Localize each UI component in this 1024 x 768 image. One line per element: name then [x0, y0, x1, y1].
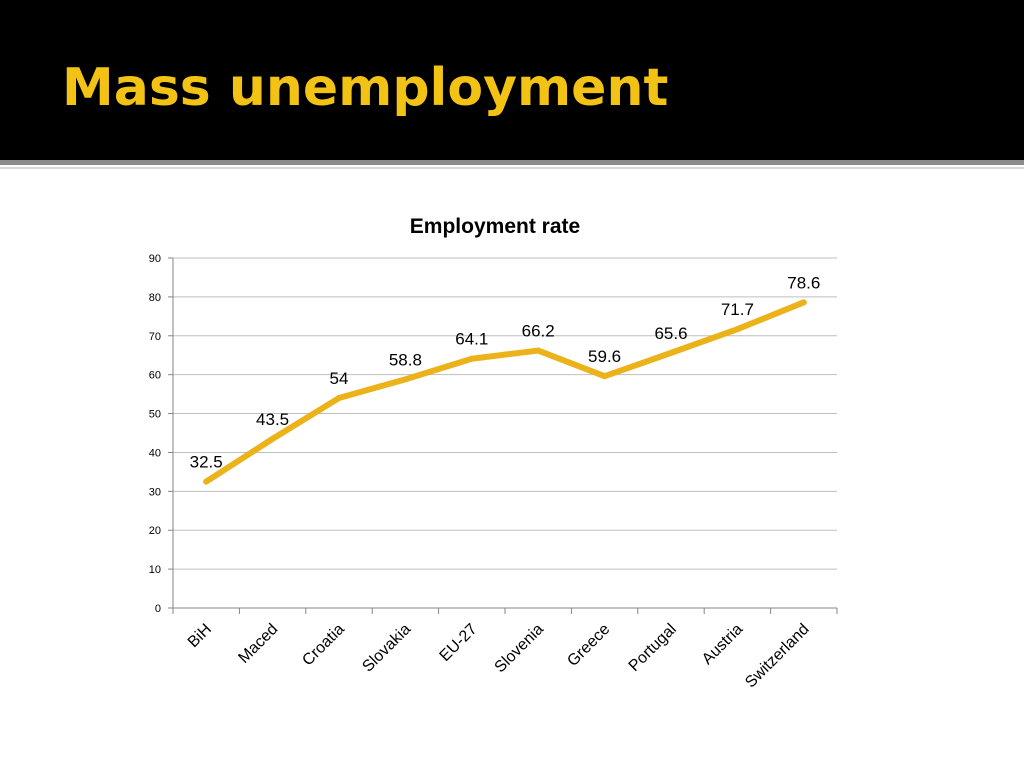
x-tick-label: Croatia	[299, 621, 348, 670]
chart-title: Employment rate	[410, 215, 580, 238]
title-divider	[0, 160, 1024, 165]
x-tick-label: Slovenia	[492, 621, 547, 676]
y-tick-label: 30	[149, 486, 161, 498]
data-label: 65.6	[654, 324, 687, 343]
y-tick-label: 20	[149, 525, 161, 537]
data-point	[203, 478, 210, 485]
y-tick-label: 70	[149, 331, 161, 343]
data-point	[535, 347, 542, 354]
data-label: 64.1	[455, 330, 488, 349]
x-tick-label: Austria	[699, 621, 746, 668]
slide-title: Mass unemployment	[62, 58, 669, 118]
data-point	[734, 326, 741, 333]
x-tick-label: Slovakia	[359, 621, 414, 676]
data-point	[800, 299, 807, 306]
data-labels: 32.5 43.5 54 58.8 64.1 66.2 59.6 65.6 71.7 78.6	[190, 273, 821, 471]
data-label: 59.6	[588, 347, 621, 366]
y-tick-label: 40	[149, 447, 161, 459]
data-label: 71.7	[721, 300, 754, 319]
data-label: 43.5	[256, 410, 289, 429]
x-axis-ticks: BiH Maced Croatia Slovakia EU-27 Slovenia Gree…	[185, 621, 813, 692]
data-label: 58.8	[389, 350, 422, 369]
data-label: 66.2	[522, 322, 555, 341]
y-tick-label: 90	[149, 253, 161, 265]
data-label: 32.5	[190, 453, 223, 472]
data-label: 54	[330, 369, 349, 388]
x-tick-label: Greece	[564, 621, 613, 670]
y-axis-ticks: 0 10 20 30 40 50 60 70 80 90	[149, 253, 161, 615]
data-point	[336, 395, 342, 401]
series-line	[203, 299, 807, 485]
x-tick-label: Portugal	[626, 621, 680, 675]
y-tick-label: 80	[149, 292, 161, 304]
y-tick-label: 60	[149, 370, 161, 382]
data-point	[402, 376, 409, 383]
data-point	[269, 435, 276, 442]
x-tick-label: Maced	[235, 621, 281, 667]
x-tick-label: Switzerland	[742, 621, 813, 692]
data-point	[468, 355, 475, 362]
data-label: 78.6	[787, 273, 820, 292]
x-tick-label: BiH	[185, 621, 215, 651]
x-tick-label: EU-27	[437, 621, 481, 665]
y-tick-label: 0	[155, 603, 161, 615]
title-divider-thin	[0, 167, 1024, 169]
data-point	[601, 373, 608, 380]
title-bar: Mass unemployment	[0, 0, 1024, 160]
y-tick-label: 10	[149, 564, 161, 576]
series	[203, 299, 807, 485]
y-tick-label: 50	[149, 409, 161, 421]
axes	[168, 257, 838, 614]
data-point	[668, 349, 674, 356]
